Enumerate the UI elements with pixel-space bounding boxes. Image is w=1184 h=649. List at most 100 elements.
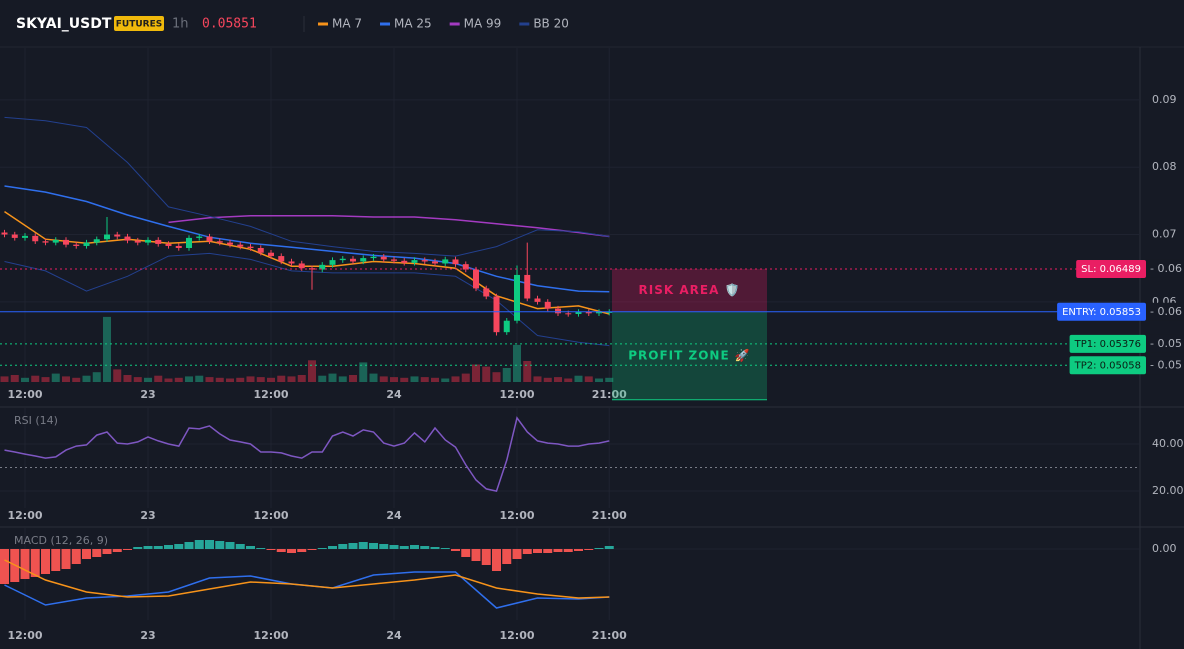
level-label: TP1: 0.05376 (1074, 339, 1141, 350)
legend-label: MA 25 (394, 17, 432, 31)
histogram-bar (20, 549, 30, 579)
histogram-bar (379, 544, 389, 549)
candle-body (411, 260, 418, 263)
candle-body (432, 261, 438, 264)
candle-body (104, 234, 110, 240)
level-label: SL: 0.06489 (1081, 264, 1141, 275)
candle-body (175, 245, 182, 248)
volume-bar (554, 377, 562, 382)
legend-label: MA 99 (464, 17, 502, 31)
volume-bar (164, 378, 173, 382)
candle-body (421, 260, 428, 262)
volume-bar (123, 375, 132, 382)
histogram-bar (307, 549, 317, 550)
volume-bar (215, 377, 224, 382)
volume-bar (246, 376, 255, 382)
candle-body (524, 274, 531, 299)
panel-title: MACD (12, 26, 9) (14, 534, 108, 547)
histogram-bar (61, 549, 71, 569)
volume-bar (277, 375, 286, 382)
volume-bar (174, 377, 183, 382)
candle-body (124, 236, 131, 241)
y-tick-label: 0.00 (1152, 542, 1177, 555)
legend-label: BB 20 (533, 17, 569, 31)
volume-bar (420, 377, 429, 382)
candle-body (391, 259, 397, 261)
y-tick-label: 0.07 (1152, 228, 1177, 241)
candle-body (247, 246, 254, 248)
volume-bar (410, 376, 419, 382)
level-box (1069, 356, 1146, 375)
candle-body (145, 239, 151, 243)
candle-body (442, 259, 449, 264)
x-tick-label: 21:00 (592, 509, 627, 522)
volume-bar (431, 377, 439, 382)
x-tick-label: 12:00 (499, 388, 534, 401)
volume-bar (226, 378, 234, 382)
candle-body (257, 247, 264, 253)
volume-bar (400, 377, 409, 382)
candle-body (237, 244, 244, 247)
histogram-bar (92, 549, 102, 557)
candle-body (11, 234, 18, 238)
x-tick-label: 12:00 (499, 629, 534, 642)
volume-bar (41, 377, 50, 382)
level-label: TP2: 0.05058 (1074, 360, 1141, 371)
volume-bar (349, 375, 357, 382)
volume-bar (51, 373, 60, 382)
level-tag: - 0.05 (1150, 337, 1182, 350)
candle-body (503, 320, 510, 333)
volume-bar (328, 373, 337, 382)
candle-body (42, 241, 49, 243)
volume-bar (451, 376, 460, 382)
volume-bar (236, 377, 245, 382)
candle-body (278, 256, 285, 262)
histogram-bar (440, 548, 450, 549)
candle-body (339, 258, 346, 261)
x-tick-label: 21:00 (592, 629, 627, 642)
volume-bar (195, 375, 204, 382)
volume-bar (144, 377, 152, 382)
volume-bar (338, 376, 347, 382)
histogram-bar (287, 549, 296, 553)
x-tick-label: 24 (386, 388, 402, 401)
histogram-bar (338, 544, 348, 549)
histogram-bar (164, 545, 173, 549)
candle-body (483, 288, 490, 297)
candle-body (186, 237, 192, 248)
candle-body (575, 311, 582, 314)
candle-body (114, 234, 121, 237)
zone-label: PROFIT ZONE 🚀 (628, 348, 751, 362)
badge-bg (114, 16, 164, 31)
candle-body (93, 239, 100, 243)
candle-body (452, 259, 459, 265)
x-tick-label: 12:00 (253, 629, 288, 642)
histogram-bar (369, 543, 378, 549)
candle-body (544, 301, 551, 309)
candle-body (350, 258, 356, 262)
volume-bar (369, 373, 378, 382)
candle-body (493, 296, 500, 333)
x-tick-label: 12:00 (7, 509, 42, 522)
histogram-bar (471, 549, 481, 561)
volume-bar (205, 377, 214, 382)
candle-body (585, 311, 592, 314)
volume-bar (267, 377, 275, 382)
volume-bar (390, 377, 398, 382)
histogram-bar (51, 549, 61, 571)
histogram-bar (225, 542, 235, 549)
candle-body (606, 311, 613, 313)
histogram-bar (512, 549, 522, 559)
volume-bar (502, 368, 511, 382)
volume-bar (492, 372, 501, 382)
candle-body (555, 308, 561, 314)
histogram-bar (112, 549, 122, 552)
histogram-bar (584, 549, 594, 550)
volume-bar (605, 377, 614, 382)
histogram-bar (235, 544, 245, 549)
histogram-bar (430, 547, 440, 549)
volume-bar (113, 369, 122, 382)
x-tick-label: 24 (386, 629, 402, 642)
x-tick-label: 23 (140, 509, 155, 522)
